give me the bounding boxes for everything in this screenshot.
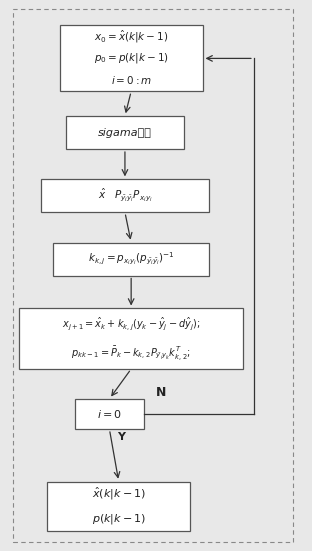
- Text: Y: Y: [117, 432, 125, 442]
- Text: $p_0 = p(k|k-1)$: $p_0 = p(k|k-1)$: [94, 51, 168, 66]
- FancyBboxPatch shape: [47, 482, 190, 531]
- Text: N: N: [156, 386, 166, 398]
- FancyBboxPatch shape: [75, 399, 144, 429]
- Text: $i = 0:m$: $i = 0:m$: [110, 74, 152, 87]
- Text: $p(k|k-1)$: $p(k|k-1)$: [92, 512, 146, 526]
- Text: $k_{k,j} = p_{x_iy_i}(p_{\bar{y}_i\bar{y}_i})^{-1}$: $k_{k,j} = p_{x_iy_i}(p_{\bar{y}_i\bar{y…: [88, 251, 175, 267]
- FancyBboxPatch shape: [19, 309, 243, 369]
- Text: $\hat{x}(k|k-1)$: $\hat{x}(k|k-1)$: [92, 486, 146, 502]
- FancyBboxPatch shape: [41, 179, 209, 212]
- Text: $p_{kk-1} = \bar{P}_k - k_{k,2}P_{\bar{y}_iy_k}k^T_{k,2};$: $p_{kk-1} = \bar{P}_k - k_{k,2}P_{\bar{y…: [71, 345, 191, 363]
- Text: $\hat{x}$   $P_{\bar{y}_i\bar{y}_i}P_{x_iy_i}$: $\hat{x}$ $P_{\bar{y}_i\bar{y}_i}P_{x_iy…: [98, 187, 152, 204]
- Text: $x_{j+1} = \hat{x}_k + k_{k,j}(y_k - \hat{y}_j - d\hat{y}_j);$: $x_{j+1} = \hat{x}_k + k_{k,j}(y_k - \ha…: [62, 315, 200, 332]
- Text: sigama采样: sigama采样: [98, 128, 152, 138]
- FancyBboxPatch shape: [53, 242, 209, 276]
- FancyBboxPatch shape: [60, 25, 202, 91]
- Text: $i = 0$: $i = 0$: [97, 408, 122, 420]
- FancyBboxPatch shape: [66, 116, 184, 149]
- Text: $x_0 = \hat{x}(k|k-1)$: $x_0 = \hat{x}(k|k-1)$: [94, 28, 168, 45]
